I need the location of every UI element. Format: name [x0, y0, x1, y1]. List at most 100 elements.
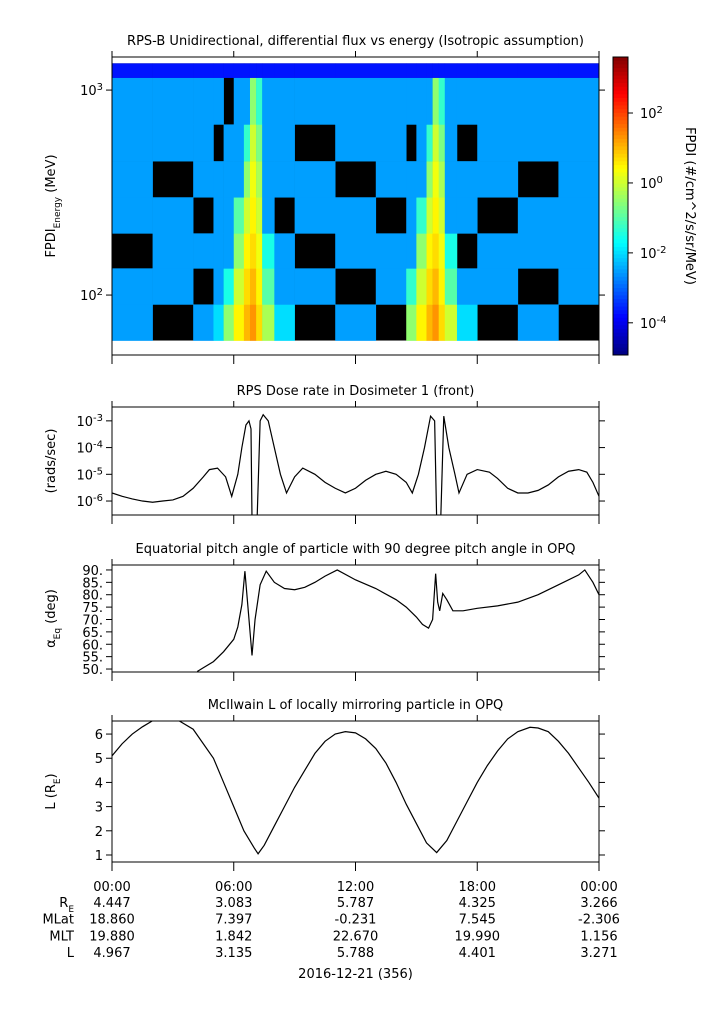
colorbar-swatch — [613, 340, 628, 345]
ephemeris-label-part: MLat — [42, 913, 74, 928]
heatmap-cell — [517, 77, 559, 125]
heatmap-cell — [256, 268, 263, 305]
colorbar-swatch — [613, 68, 628, 73]
y-tick-label: 103 — [80, 82, 103, 100]
heatmap-cell — [233, 77, 245, 125]
heatmap-cell — [223, 161, 235, 198]
heatmap-cell — [477, 233, 519, 269]
heatmap-cell — [375, 268, 407, 305]
heatmap-cell — [416, 161, 427, 198]
heatmap-cell — [444, 124, 458, 162]
colorbar-swatch — [613, 79, 628, 84]
heatmap-cell — [426, 77, 433, 125]
heatmap-cell — [375, 77, 407, 125]
heatmap-cell — [444, 304, 458, 341]
colorbar-swatch — [613, 187, 628, 192]
heatmap-cell — [416, 197, 427, 234]
heatmap-cell — [243, 161, 251, 198]
colorbar-swatch — [613, 109, 628, 114]
heatmap-cell — [432, 124, 439, 162]
colorbar-swatch — [613, 332, 628, 337]
colorbar-swatch — [613, 295, 628, 300]
heatmap-cell — [517, 304, 559, 341]
heatmap-cell — [438, 268, 446, 305]
colorbar-frame — [612, 56, 629, 356]
ephemeris-label: RE — [59, 896, 74, 915]
heatmap-cell — [438, 233, 446, 269]
heatmap-cell — [256, 197, 263, 234]
y-tick-label: 10-4 — [76, 439, 103, 457]
ephemeris-value: 5.787 — [337, 896, 374, 911]
heatmap-cell — [456, 63, 478, 78]
heatmap-cell — [249, 77, 257, 125]
heatmap-cell — [152, 233, 194, 269]
heatmap-cell — [112, 304, 153, 341]
colorbar-swatch — [613, 280, 628, 285]
y-tick-label: 80. — [82, 589, 103, 604]
colorbar-swatch — [613, 157, 628, 162]
colorbar-swatch — [613, 135, 628, 140]
colorbar-swatch — [613, 60, 628, 65]
plot-area — [196, 569, 599, 672]
heatmap-cell — [256, 124, 263, 162]
x-tick-label: 00:00 — [93, 880, 130, 895]
heatmap-cell — [213, 304, 224, 341]
y-axis-label: L (RE) — [44, 773, 63, 809]
heatmap-cell — [243, 304, 251, 341]
ephemeris-label-part: MLT — [49, 929, 74, 944]
heatmap-cell — [223, 63, 235, 78]
y-tick-label: 102 — [80, 287, 103, 305]
y-tick-label: 1 — [95, 849, 103, 864]
ephemeris-value: 18.860 — [89, 913, 135, 928]
heatmap-cell — [426, 161, 433, 198]
colorbar-swatch — [613, 217, 628, 222]
tick-base: 90. — [82, 564, 103, 579]
colorbar-swatch — [613, 138, 628, 144]
heatmap-cell — [416, 304, 427, 341]
heatmap-cell — [426, 124, 433, 162]
colorbar-swatch — [613, 269, 628, 274]
heatmap-cell — [406, 197, 417, 234]
ephemeris-label: L — [67, 946, 75, 961]
y-axis-label-part: α — [44, 639, 59, 648]
ephemeris-value: 4.401 — [459, 946, 496, 961]
colorbar-label: FPDI (#/cm^2/s/sr/MeV) — [682, 127, 697, 285]
colorbar-swatch — [613, 127, 628, 132]
heatmap-cell — [335, 233, 377, 269]
heatmap-cell — [233, 197, 245, 234]
y-tick-label: 10-3 — [76, 412, 103, 430]
data-line — [112, 721, 599, 855]
ephemeris-label-part: E — [68, 905, 74, 915]
ephemeris-value: 7.545 — [459, 913, 496, 928]
heatmap-cell — [274, 304, 295, 341]
colorbar-swatch — [613, 146, 628, 151]
heatmap-cell — [375, 233, 407, 269]
data-line — [196, 569, 599, 672]
panel-title: Equatorial pitch angle of particle with … — [136, 542, 576, 557]
heatmap-cell — [438, 161, 446, 198]
heatmap-cell — [558, 77, 599, 125]
colorbar-swatch — [613, 124, 628, 129]
plot-area — [112, 413, 599, 515]
heatmap-cell — [426, 268, 433, 305]
ephemeris-value: -2.306 — [578, 913, 620, 928]
y-tick-label: 6 — [95, 728, 103, 743]
x-tick-label: 06:00 — [215, 880, 252, 895]
heatmap-cell — [438, 304, 446, 341]
colorbar-swatch — [613, 261, 628, 267]
y-tick-label: 10-6 — [76, 493, 103, 511]
colorbar-swatch — [613, 321, 628, 326]
heatmap-cell — [112, 77, 153, 125]
tick-exponent: 3 — [97, 82, 103, 93]
heatmap-cell — [243, 197, 251, 234]
heatmap-cell — [243, 233, 251, 269]
heatmap-cell — [426, 304, 433, 341]
colorbar-swatch — [613, 291, 628, 296]
heatmap-cell — [426, 233, 433, 269]
heatmap-cell — [477, 124, 519, 162]
colorbar-swatch — [613, 194, 628, 200]
colorbar-swatch — [613, 220, 628, 226]
tick-base: 10 — [80, 84, 97, 99]
tick-base: 55. — [82, 651, 103, 666]
y-tick-label: 70. — [82, 613, 103, 628]
